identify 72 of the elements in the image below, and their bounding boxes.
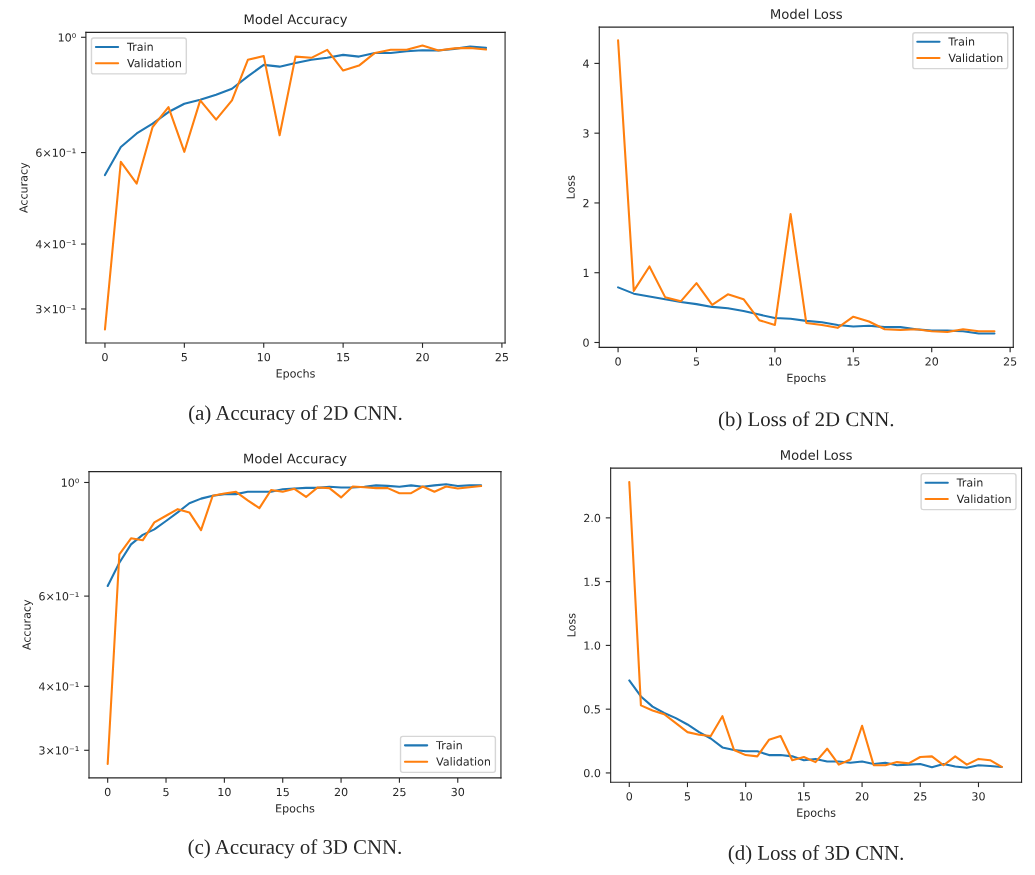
- y-tick-label: 6×10⁻¹: [36, 148, 76, 157]
- legend-label: Train: [126, 42, 153, 51]
- y-axis-title: Accuracy: [19, 162, 30, 213]
- y-tick-label: 0.5: [583, 705, 600, 714]
- legend-label: Validation: [127, 58, 181, 68]
- y-tick-label: 10⁰: [58, 33, 76, 42]
- x-axis-title: Epochs: [787, 373, 826, 385]
- y-tick-label: 6×10⁻¹: [39, 592, 79, 601]
- y-tick-label: 4: [583, 59, 589, 68]
- x-tick-label: 20: [416, 352, 429, 362]
- y-tick-label: 0: [583, 338, 589, 347]
- x-tick-label: 20: [855, 792, 869, 801]
- line-series: [103, 44, 488, 331]
- y-tick-label: 3×10⁻¹: [39, 746, 79, 755]
- chart-title: Model Loss: [781, 449, 852, 460]
- x-tick-label: 20: [334, 787, 348, 797]
- x-tick-label: 10: [739, 792, 753, 801]
- x-tick-label: 5: [163, 787, 169, 797]
- legend-label: Train: [948, 37, 975, 46]
- chart-title: Model Accuracy: [244, 453, 347, 467]
- x-tick-label: 5: [693, 357, 700, 366]
- x-tick-label: 15: [276, 787, 289, 797]
- x-tick-label: 0: [615, 357, 621, 366]
- legend-label: Validation: [948, 53, 1003, 63]
- x-tick-label: 25: [495, 352, 508, 362]
- x-tick-label: 15: [847, 357, 860, 366]
- x-axis-title: Epochs: [276, 369, 315, 380]
- x-tick-label: 25: [1003, 357, 1017, 366]
- x-tick-label: 10: [257, 352, 271, 362]
- x-tick-label: 15: [798, 792, 810, 801]
- x-axis-title: Epochs: [797, 808, 836, 820]
- y-tick-label: 2: [583, 198, 589, 208]
- text: (a) Accuracy of 2D CNN.: [189, 405, 402, 425]
- text: (d) Loss of 3D CNN.: [728, 845, 903, 865]
- legend-label: Validation: [956, 494, 1011, 504]
- legend-label: Train: [956, 478, 983, 487]
- y-axis-title: Loss: [567, 613, 576, 637]
- y-tick-label: 10⁰: [61, 478, 79, 487]
- y-tick-label: 1: [583, 268, 589, 277]
- x-tick-label: 25: [914, 792, 927, 801]
- x-tick-label: 10: [218, 787, 231, 797]
- x-tick-label: 0: [104, 787, 111, 797]
- y-tick-label: 1.0: [584, 641, 601, 650]
- x-tick-label: 30: [451, 787, 465, 797]
- legend-label: Train: [436, 740, 462, 750]
- y-tick-label: 4×10⁻¹: [35, 240, 76, 249]
- x-tick-label: 0: [102, 352, 108, 362]
- chart-title: Model Accuracy: [244, 14, 348, 27]
- line-series: [106, 483, 483, 587]
- y-tick-label: 4×10⁻¹: [38, 682, 79, 691]
- y-tick-label: 2.0: [584, 513, 601, 523]
- line-series: [628, 679, 1003, 769]
- text: (b) Loss of 2D CNN.: [718, 411, 894, 431]
- x-tick-label: 0: [626, 792, 633, 801]
- x-tick-label: 20: [925, 357, 939, 366]
- y-tick-label: 1.5: [584, 577, 600, 587]
- line-series: [617, 286, 996, 335]
- chart-title: Model Loss: [771, 8, 842, 19]
- y-tick-label: 3: [583, 129, 589, 138]
- y-axis-title: Accuracy: [22, 599, 33, 651]
- text: (c) Accuracy of 3D CNN.: [188, 839, 401, 859]
- x-tick-label: 5: [684, 792, 691, 801]
- y-tick-label: 0.0: [583, 768, 601, 778]
- x-tick-label: 25: [393, 787, 406, 797]
- x-tick-label: 15: [337, 353, 350, 362]
- x-tick-label: 30: [972, 792, 985, 801]
- legend-label: Validation: [436, 757, 490, 766]
- y-axis-title: Loss: [566, 175, 575, 199]
- y-tick-label: 3×10⁻¹: [36, 304, 76, 314]
- x-axis-title: Epochs: [276, 803, 315, 815]
- x-tick-label: 5: [181, 353, 187, 362]
- x-tick-label: 10: [769, 357, 782, 366]
